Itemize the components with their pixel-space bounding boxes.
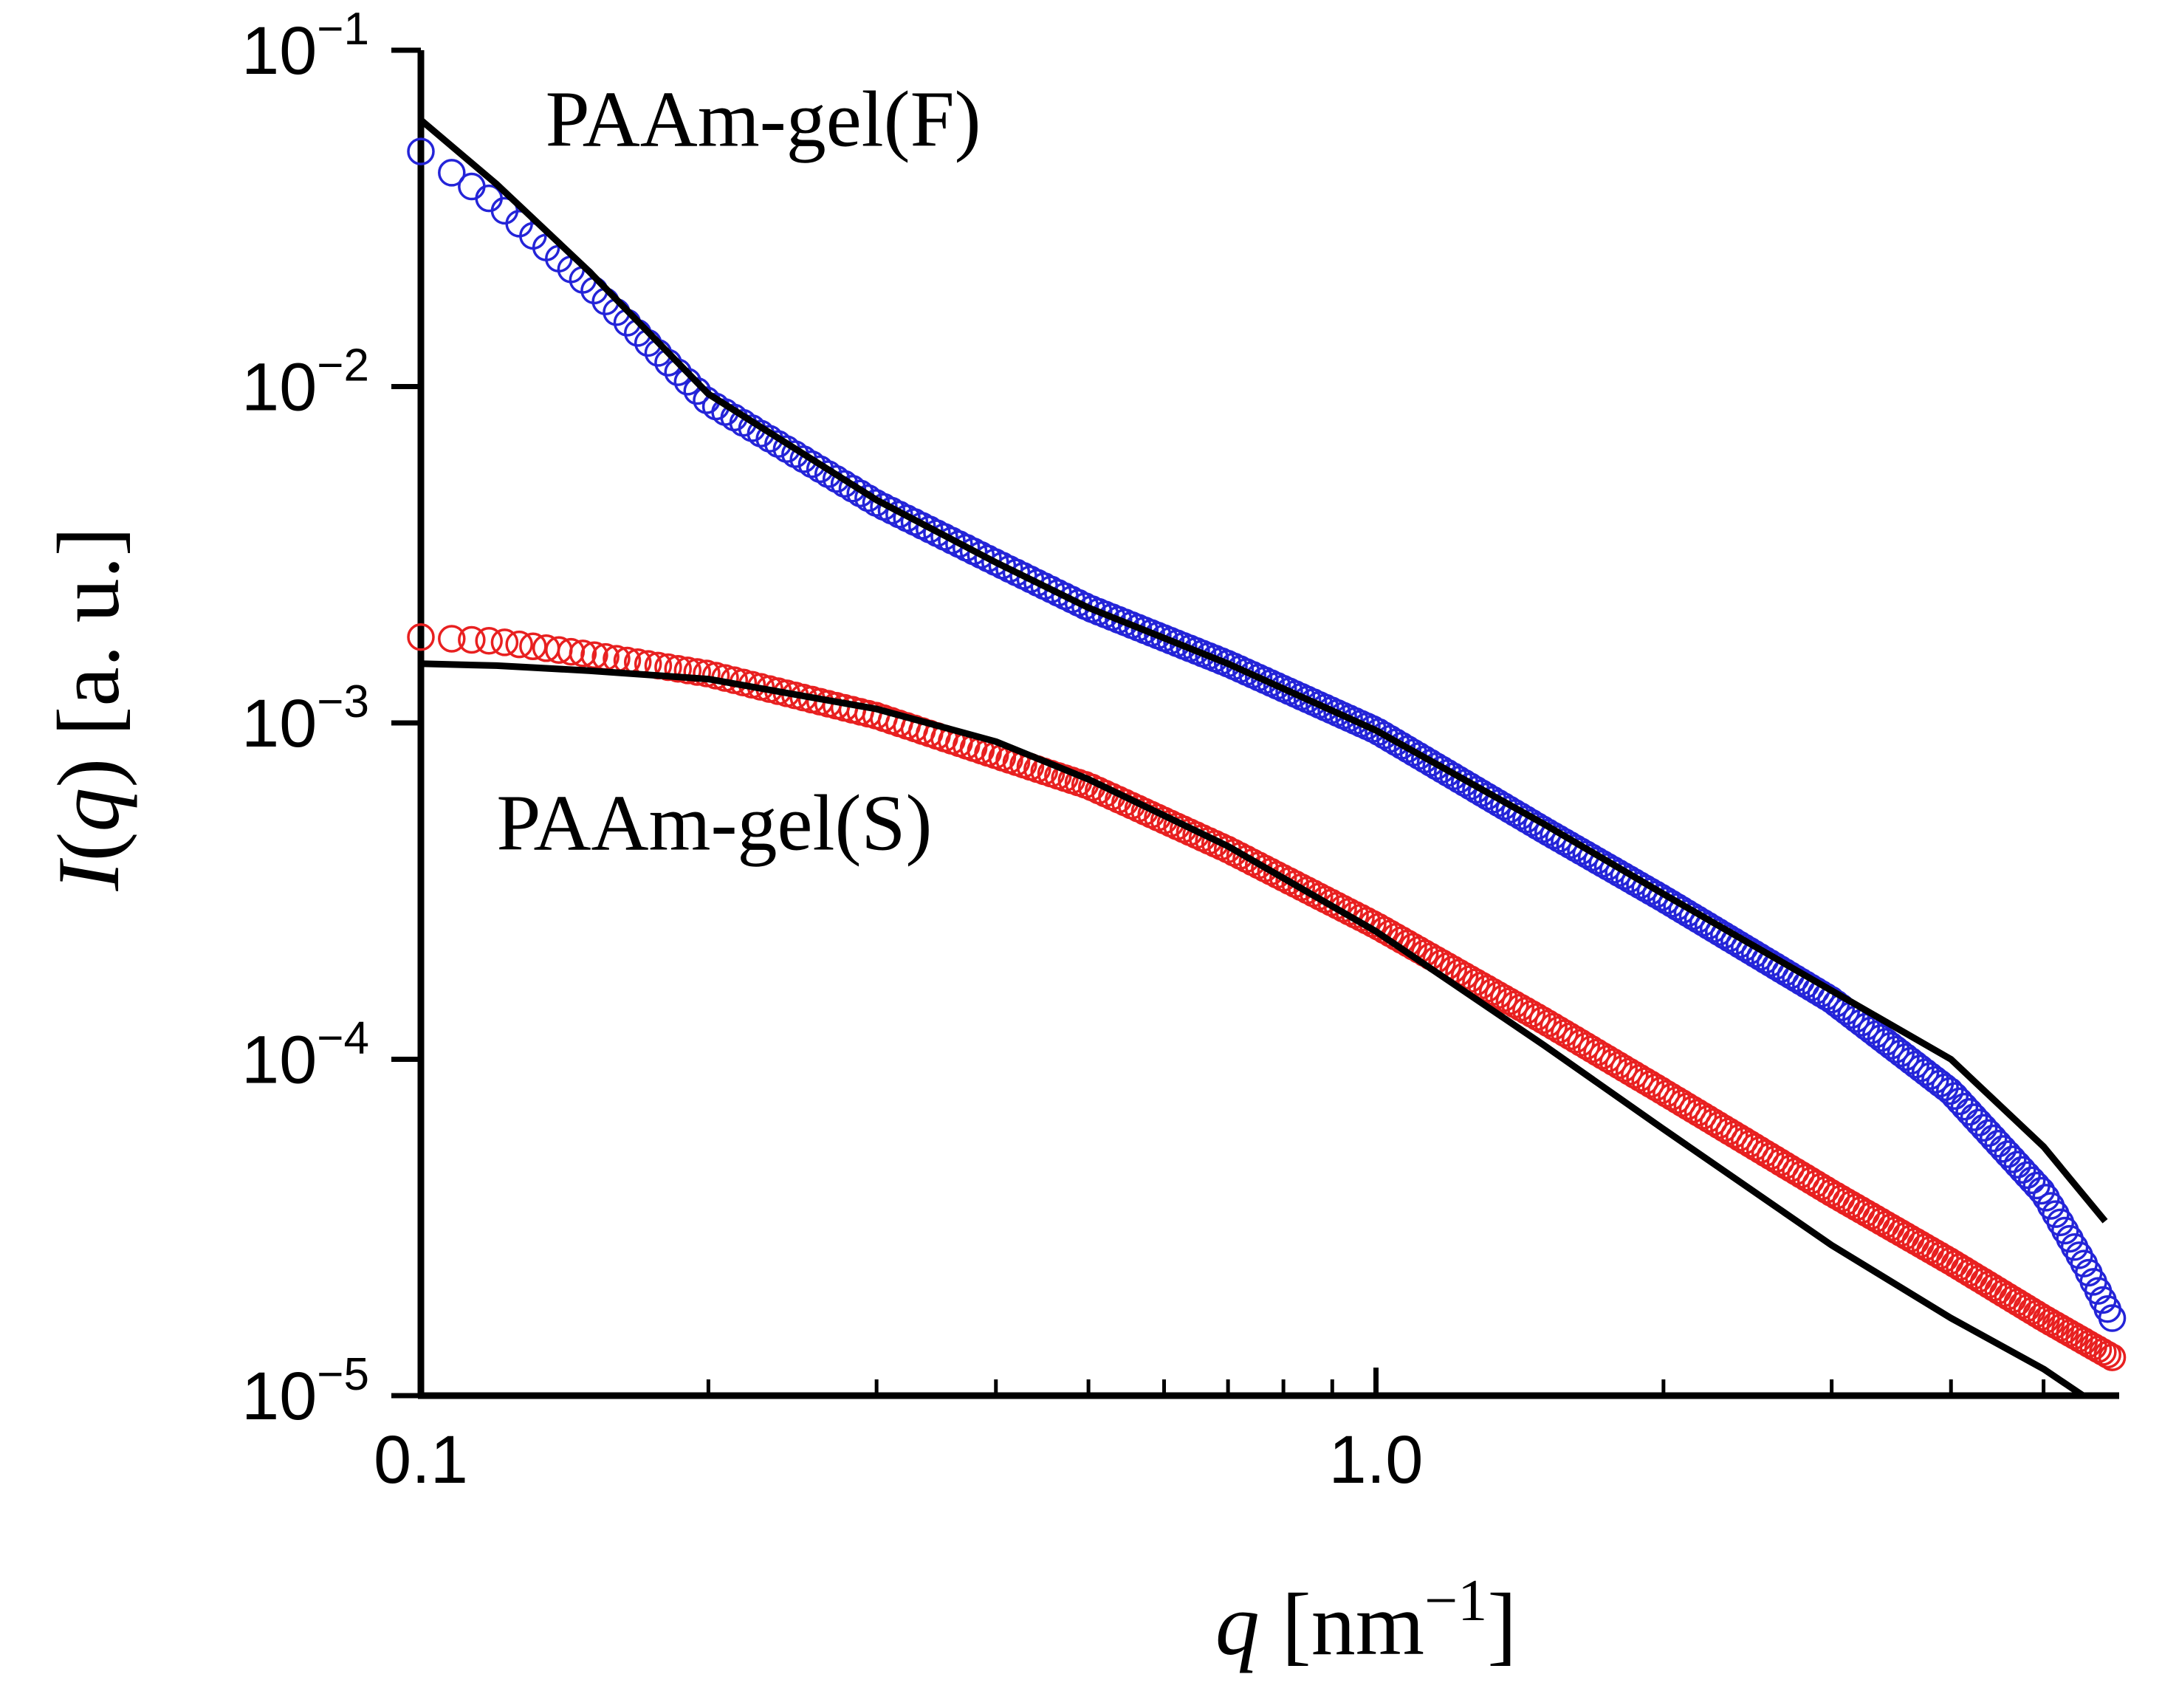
data-point (2003, 1150, 2032, 1179)
data-point (1989, 1135, 2017, 1163)
y-tick-label: 10−3 (241, 676, 369, 761)
data-point (1950, 1092, 1979, 1121)
data-point (1955, 1098, 1983, 1126)
axes (417, 50, 2119, 1399)
data-point (1984, 1129, 2013, 1158)
data-point (2027, 1176, 2056, 1205)
data-point (438, 625, 466, 653)
data-point (1940, 1082, 1969, 1110)
data-point (1980, 1124, 2008, 1153)
data-point (693, 659, 721, 687)
data-point (2093, 1340, 2121, 1369)
data-point (407, 137, 435, 165)
data-point (1960, 1103, 1988, 1131)
data-point (2017, 1166, 2046, 1195)
x-tick-label: 0.1 (374, 1422, 468, 1498)
x-axis-title: q [nm−1] (1215, 1568, 1517, 1673)
data-point (664, 654, 692, 683)
series-marks (407, 137, 2127, 1371)
data-point (683, 658, 711, 686)
y-ticks: 10−1 10−2 10−3 10−4 10−5 (241, 4, 421, 1434)
data-point (1226, 842, 1255, 870)
data-point (458, 172, 486, 201)
data-point (1935, 1077, 1964, 1105)
data-point (2098, 1343, 2127, 1371)
y-tick-label: 10−1 (241, 4, 369, 89)
data-point (475, 626, 503, 655)
data-point (1965, 1108, 1993, 1136)
data-point (1999, 1145, 2027, 1173)
data-point (505, 630, 533, 659)
y-tick-label: 10−4 (241, 1013, 369, 1098)
fit-lines (419, 117, 2108, 1399)
data-point (2013, 1161, 2041, 1190)
series-F-points (407, 137, 2127, 1332)
y-tick-label: 10−2 (241, 340, 369, 425)
series-annotation: PAAm-gel(F) (546, 75, 981, 163)
data-point (854, 484, 882, 512)
data-point (838, 475, 867, 503)
data-point (1946, 1087, 1974, 1116)
series-annotation: PAAm-gel(S) (496, 780, 932, 868)
annotations: PAAm-gel(F) PAAm-gel(S) (496, 75, 981, 867)
data-point (654, 653, 682, 682)
data-point (673, 656, 702, 685)
series-S-points (407, 623, 2127, 1371)
y-tick-label: 10−5 (241, 1349, 369, 1434)
data-point (2098, 1304, 2127, 1332)
x-ticks: 0.1 1.0 (374, 1368, 2046, 1498)
data-point (846, 479, 874, 507)
data-point (438, 159, 466, 187)
y-axis-title: I(q) [a. u.] (39, 527, 137, 891)
data-point (1969, 1114, 1998, 1142)
data-point (1994, 1140, 2022, 1168)
fit-line-F (419, 117, 2108, 1224)
data-point (569, 639, 597, 668)
data-point (2008, 1156, 2036, 1184)
x-tick-label: 1.0 (1329, 1422, 1424, 1498)
data-point (490, 628, 519, 656)
data-point (458, 625, 486, 654)
data-point (1974, 1119, 2003, 1148)
fit-line-S (420, 660, 2085, 1399)
data-point (407, 623, 435, 651)
data-point (1931, 1073, 1959, 1102)
